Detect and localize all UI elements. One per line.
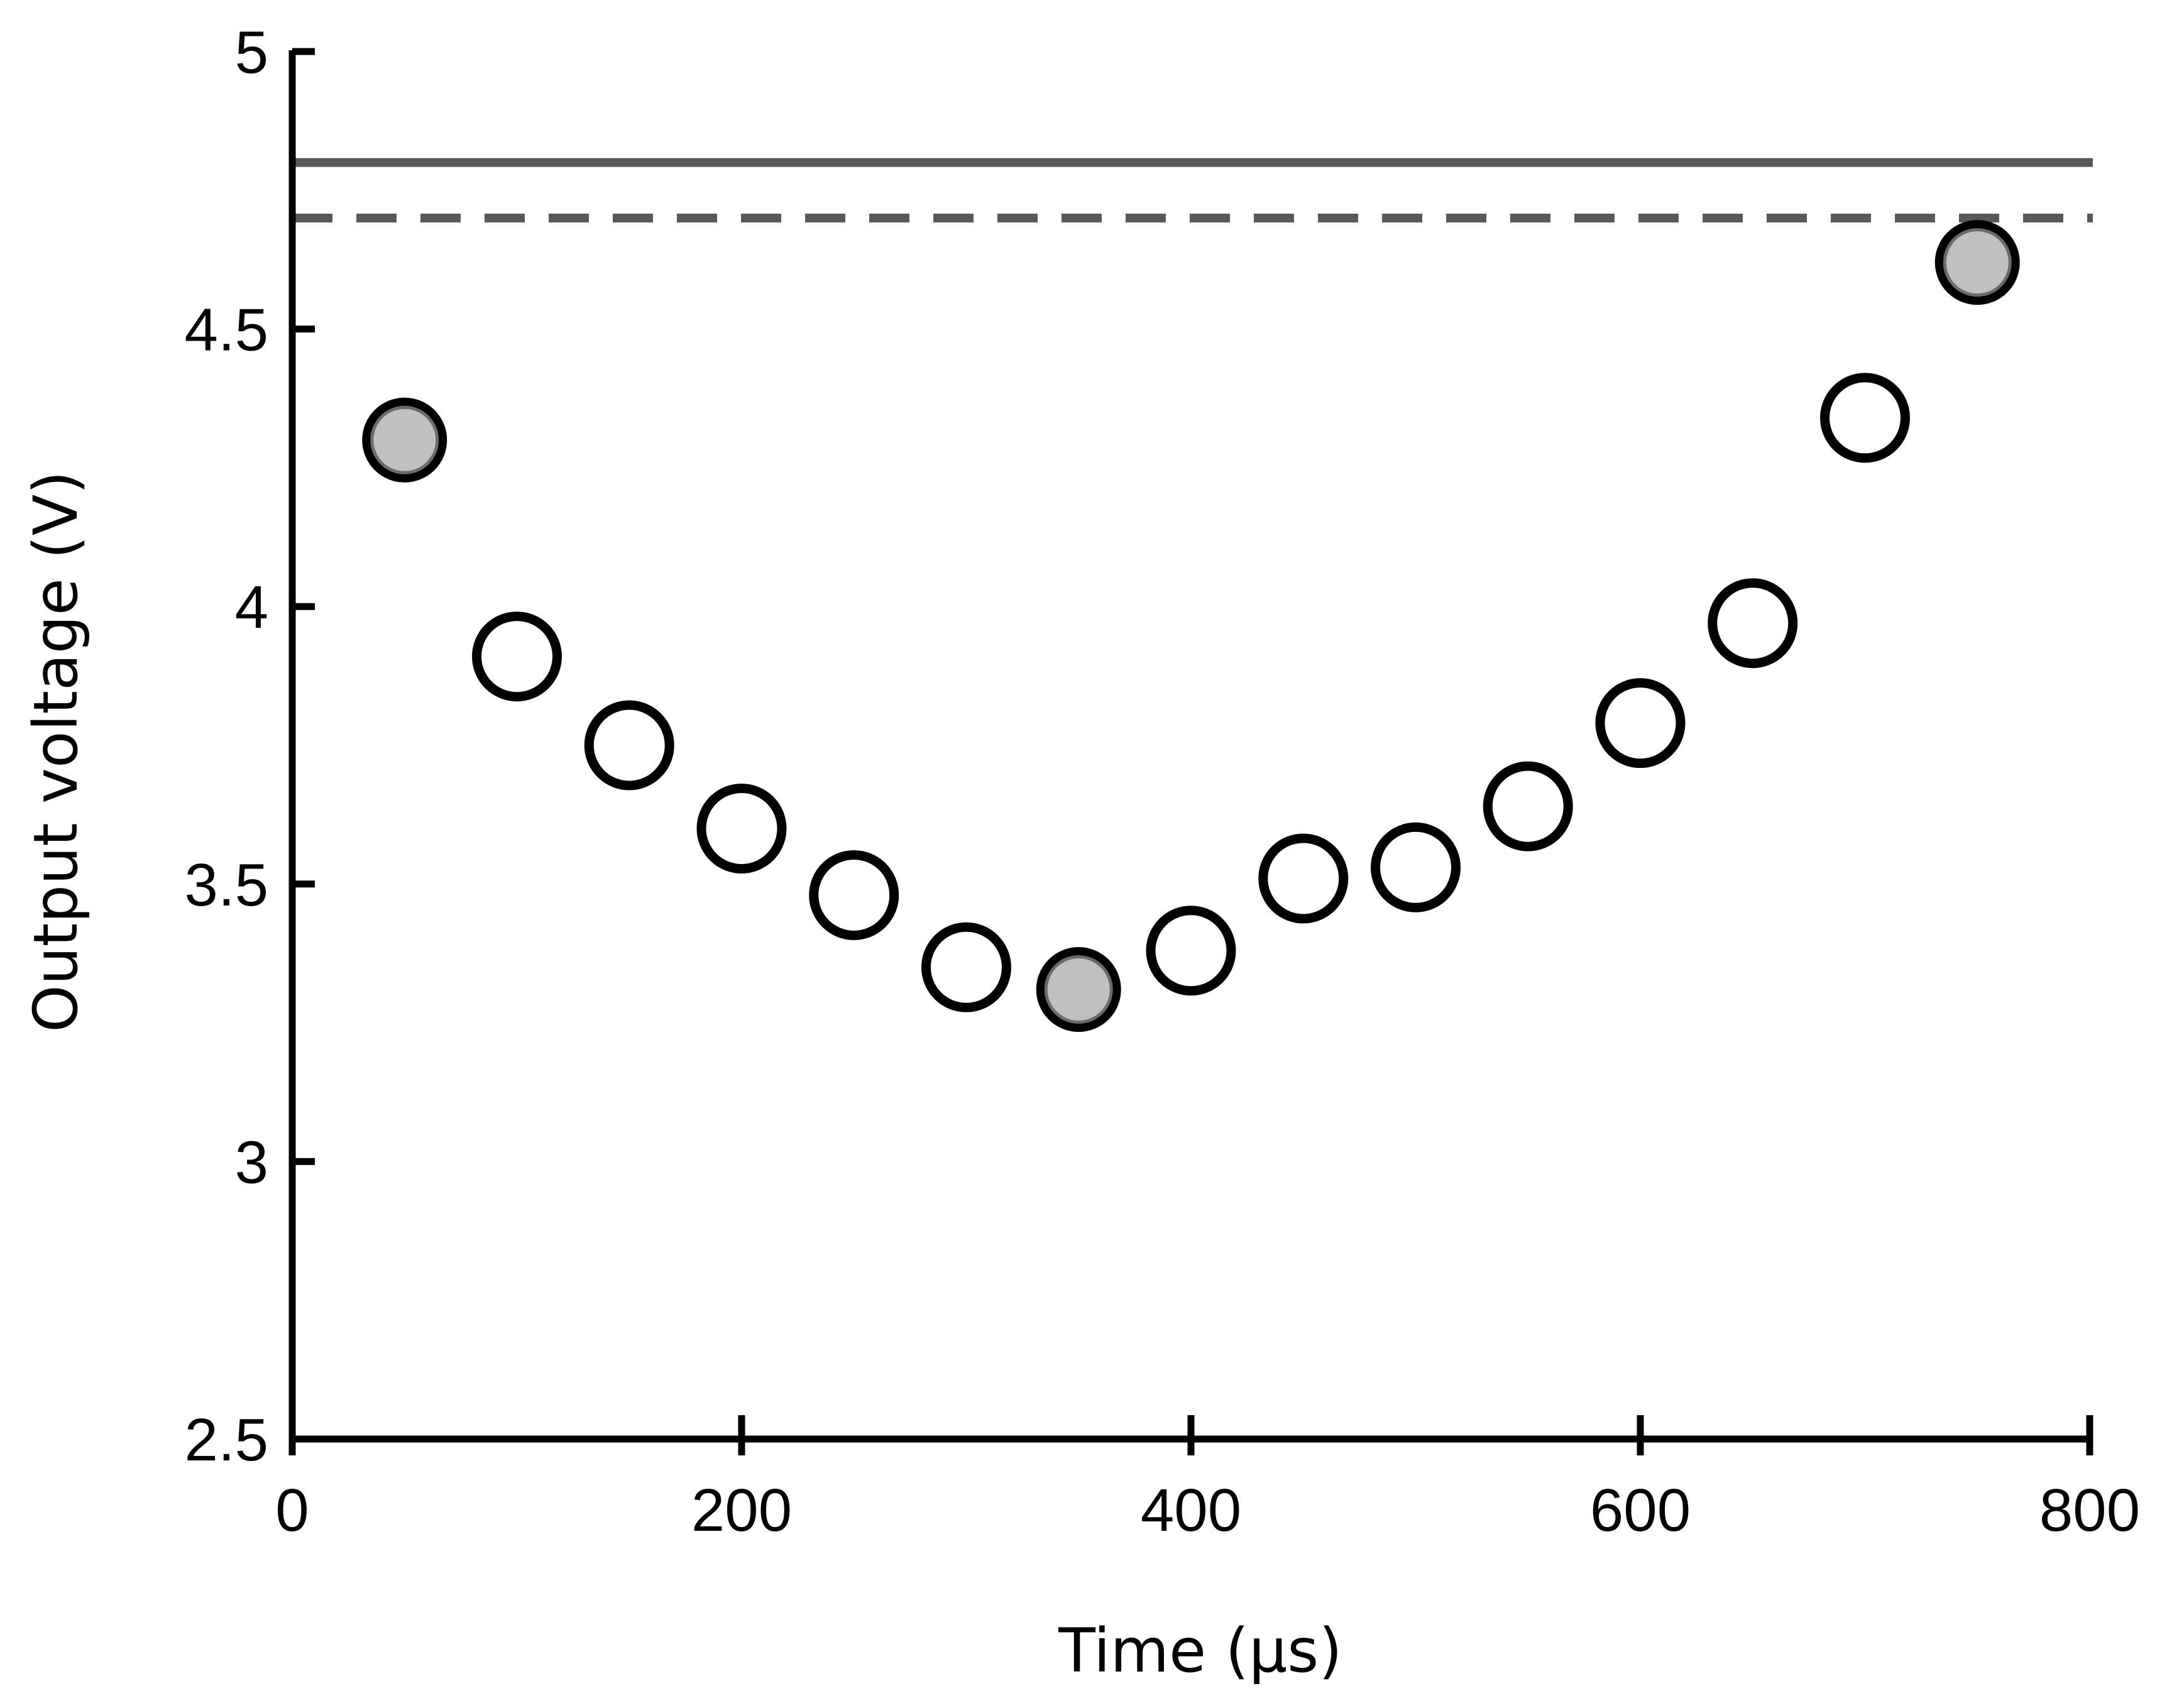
y-axis-title: Output voltage (V) <box>21 471 91 1032</box>
data-point-inner-ring <box>1943 228 2012 297</box>
y-ticks: 2.5 3 3.5 4 4.5 5 <box>185 19 315 1474</box>
data-point-open <box>1146 906 1236 996</box>
data-point-open <box>809 850 899 940</box>
data-point-open <box>1258 833 1349 924</box>
data-point-open <box>1820 373 1910 463</box>
data-point-filled <box>362 397 447 483</box>
y-tick-label: 4 <box>235 574 268 641</box>
y-tick-label: 5 <box>235 19 268 86</box>
data-point-open <box>1483 761 1573 851</box>
data-point-open <box>696 783 787 873</box>
reference-lines <box>292 158 2093 222</box>
y-tick-label: 4.5 <box>185 297 268 364</box>
data-point-filled <box>1934 220 2020 305</box>
data-point-open <box>921 922 1011 1012</box>
x-tick-label: 600 <box>1590 1477 1691 1544</box>
data-points <box>362 220 2020 1032</box>
x-ticks: 0 200 400 600 800 <box>275 1415 2140 1544</box>
data-point-open <box>1595 678 1686 769</box>
data-point-inner-ring <box>370 405 439 474</box>
y-tick-label: 3.5 <box>185 851 268 919</box>
axes: 2.5 3 3.5 4 4.5 5 0 200 400 600 800 <box>185 19 2141 1544</box>
y-tick-label: 2.5 <box>185 1406 268 1474</box>
x-tick-label: 400 <box>1141 1477 1241 1544</box>
x-tick-label: 200 <box>691 1477 792 1544</box>
data-point-open <box>472 611 562 702</box>
x-tick-label: 800 <box>2039 1477 2140 1544</box>
y-tick-label: 3 <box>235 1129 268 1196</box>
data-point-open <box>1371 822 1461 912</box>
data-point-open <box>584 700 674 791</box>
data-point-inner-ring <box>1044 955 1113 1024</box>
data-point-filled <box>1036 947 1121 1032</box>
x-tick-label: 0 <box>275 1477 309 1544</box>
x-axis-title: Time (μs) <box>1058 1616 1342 1686</box>
data-point-open <box>1708 578 1798 669</box>
